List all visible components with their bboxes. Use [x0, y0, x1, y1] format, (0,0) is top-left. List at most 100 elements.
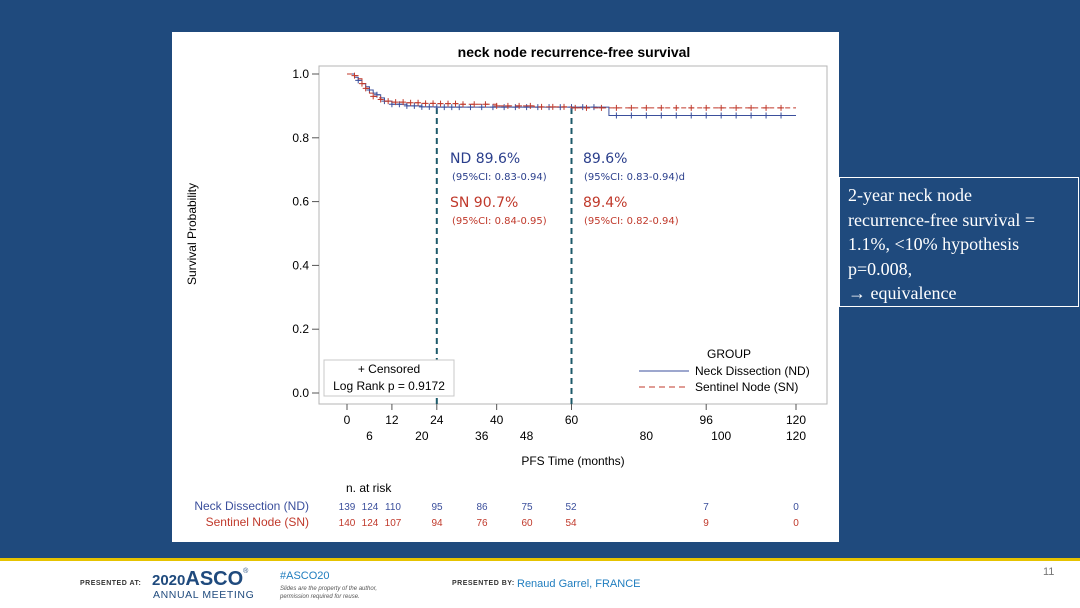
x-tick-label-row2: 36 [475, 429, 489, 443]
risk-value: 76 [476, 518, 488, 529]
conclusion-line: 1.1%, <10% hypothesis [848, 234, 1020, 254]
x-tick-label-row2: 6 [366, 429, 373, 443]
x-tick-label-row2: 120 [786, 429, 806, 443]
nd-60-label: 89.6% [583, 151, 627, 167]
x-tick-label: 60 [565, 413, 579, 427]
risk-value: 110 [385, 502, 401, 513]
censor-mark [748, 112, 755, 119]
x-tick-label: 40 [490, 413, 504, 427]
x-axis: 0 12 24 40 60 96 120 6 20 36 48 80 100 120 [344, 404, 806, 443]
censor-mark [426, 103, 433, 110]
censor-mark [733, 104, 740, 111]
censor-mark [403, 102, 410, 109]
hashtag: #ASCO20 [280, 570, 330, 582]
censor-mark [411, 102, 418, 109]
censor-mark [673, 112, 680, 119]
y-tick-label: 1.0 [292, 67, 309, 81]
series-layer [347, 72, 796, 119]
censor-mark [418, 103, 425, 110]
presented-by-label: PRESENTED BY: [452, 580, 515, 587]
asco-logo: 2020ASCO® [152, 568, 248, 591]
censor-mark [437, 100, 444, 107]
censor-mark [445, 100, 452, 107]
risk-value: 7 [703, 502, 709, 513]
risk-value: 0 [793, 518, 799, 529]
censor-mark [718, 104, 725, 111]
censor-mark [658, 104, 665, 111]
risk-value: 94 [431, 518, 443, 529]
conclusion-line: 2-year neck node [848, 185, 972, 205]
censor-mark [482, 101, 489, 108]
censor-mark [456, 104, 463, 111]
censor-mark [516, 102, 523, 109]
censor-mark [549, 103, 556, 110]
risk-value: 86 [476, 502, 488, 513]
risk-value: 52 [565, 502, 577, 513]
censor-mark [748, 104, 755, 111]
y-tick-label: 0.6 [292, 195, 309, 209]
censored-note: + Censored [358, 362, 420, 376]
censor-mark [523, 104, 530, 111]
censor-mark [448, 104, 455, 111]
registered-mark-icon: ® [243, 568, 249, 575]
censor-mark [778, 112, 785, 119]
risk-value: 54 [565, 518, 577, 529]
sn-24-label: SN 90.7% [450, 195, 518, 211]
risk-row-label-nd: Neck Dissection (ND) [194, 499, 309, 513]
censor-mark [392, 99, 399, 106]
x-tick-label: 120 [786, 413, 806, 427]
y-tick-label: 0.4 [292, 258, 309, 272]
censor-mark [370, 93, 377, 100]
risk-table-header: n. at risk [346, 481, 392, 495]
censor-mark [527, 102, 534, 109]
censor-mark [598, 104, 605, 111]
censor-mark [613, 104, 620, 111]
y-axis: 0.0 0.2 0.4 0.6 0.8 1.0 [292, 67, 319, 400]
censor-mark [351, 72, 358, 79]
risk-value: 9 [703, 518, 709, 529]
censor-mark [400, 99, 407, 106]
sn-60-label: 89.4% [583, 195, 627, 211]
y-tick-label: 0.2 [292, 322, 309, 336]
km-chart: neck node recurrence-free survival 0.00.… [185, 44, 828, 529]
censor-mark [358, 80, 365, 87]
risk-value: 0 [793, 502, 799, 513]
censor-mark [459, 101, 466, 108]
censor-mark [407, 99, 414, 106]
censor-mark [504, 102, 511, 109]
presenter-name: Renaud Garrel, FRANCE [517, 578, 641, 590]
censor-mark [658, 112, 665, 119]
conclusion-line: recurrence-free survival = [848, 209, 1036, 230]
nd-24-ci: (95%CI: 0.83-0.94) [452, 172, 547, 183]
censor-mark [430, 100, 437, 107]
chart-title: neck node recurrence-free survival [458, 44, 691, 60]
censor-mark [385, 98, 392, 105]
censor-mark [590, 104, 597, 111]
censor-mark [433, 104, 440, 111]
asco-logo-name: ASCO [185, 568, 244, 590]
censor-mark [688, 112, 695, 119]
censor-mark [688, 104, 695, 111]
risk-value: 107 [385, 518, 402, 529]
page-number: 11 [1043, 566, 1055, 578]
nd-24-label: ND 89.6% [450, 151, 520, 167]
x-tick-label: 24 [430, 413, 444, 427]
risk-value: 140 [339, 518, 356, 529]
risk-value: 95 [431, 502, 443, 513]
censor-mark [718, 112, 725, 119]
legend-title: GROUP [707, 347, 751, 361]
censor-mark [579, 104, 586, 111]
censor-mark [703, 112, 710, 119]
censor-mark [501, 104, 508, 111]
x-axis-label: PFS Time (months) [521, 454, 624, 468]
censor-mark [538, 103, 545, 110]
nd-60-ci: (95%CI: 0.83-0.94)d [584, 172, 685, 183]
legend-nd-label: Neck Dissection (ND) [695, 364, 810, 378]
presented-at-label: PRESENTED AT: [80, 580, 142, 587]
censor-mark [628, 112, 635, 119]
risk-value: 75 [521, 502, 533, 513]
censor-mark [763, 104, 770, 111]
x-tick-label: 12 [385, 413, 399, 427]
conclusion-box: 2-year neck node recurrence-free surviva… [839, 177, 1079, 307]
y-tick-label: 0.8 [292, 131, 309, 145]
